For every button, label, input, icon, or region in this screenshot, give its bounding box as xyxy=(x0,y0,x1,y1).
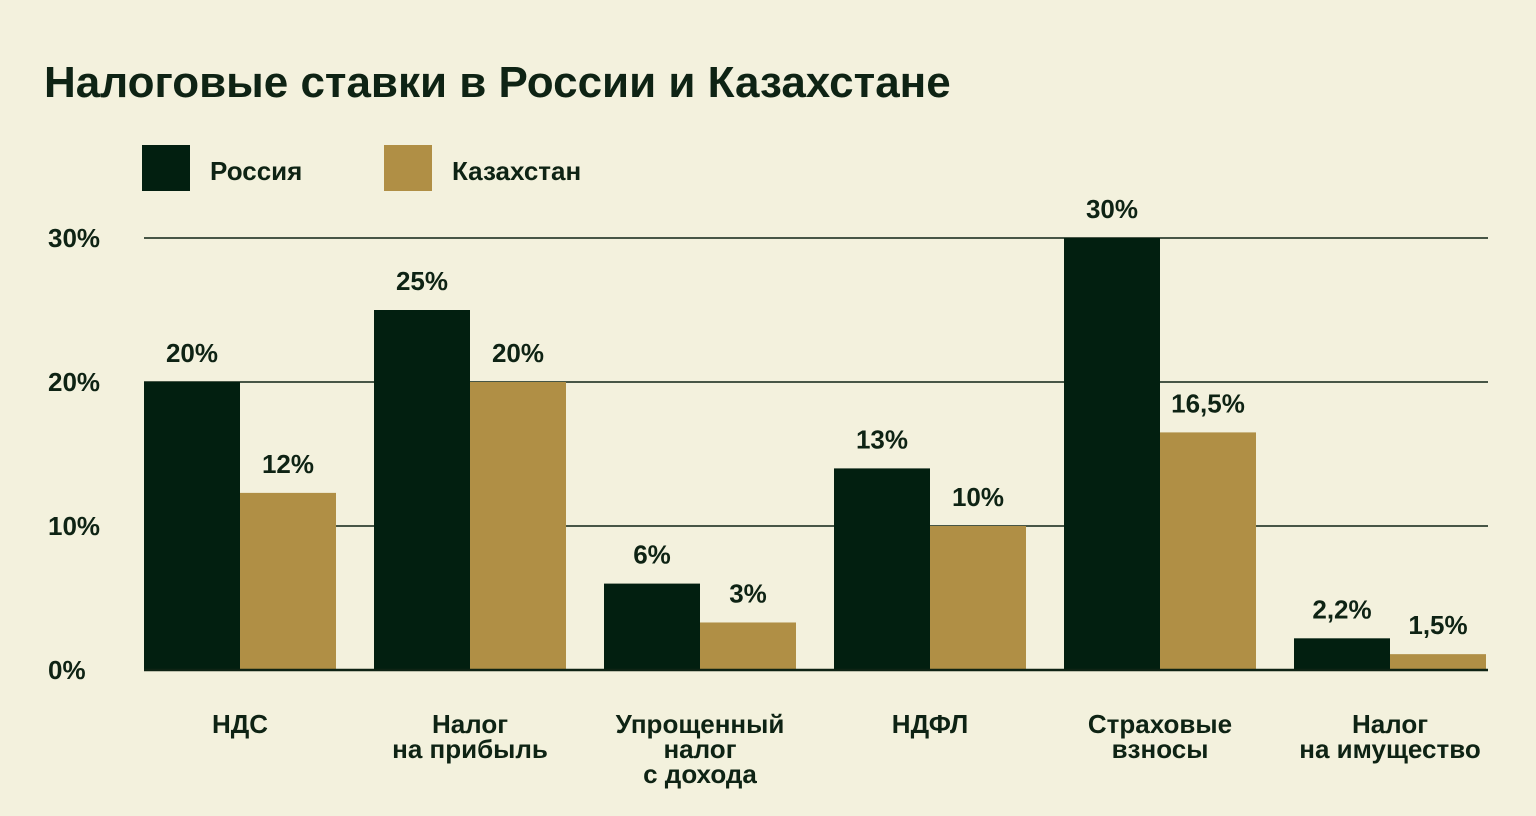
chart-title: Налоговые ставки в России и Казахстане xyxy=(44,58,951,107)
bar-value-label: 20% xyxy=(166,338,218,368)
bar xyxy=(1390,654,1486,670)
bars xyxy=(144,238,1488,672)
bar xyxy=(240,492,336,670)
bar xyxy=(1064,238,1160,670)
bar-value-label: 1,5% xyxy=(1408,610,1467,640)
x-category-label: Упрощенный налог с дохода xyxy=(616,709,785,789)
data-labels: 20% 12% 25% 20% 6% 3% 13% 10% 30% 16,5% 2,2% 1,5% xyxy=(166,194,1468,640)
bar xyxy=(144,382,240,670)
x-category-label: НДС xyxy=(212,709,268,739)
bar xyxy=(700,622,796,670)
x-category-label: Налог на имущество xyxy=(1299,709,1481,764)
legend-label-kazakhstan: Казахстан xyxy=(452,156,581,186)
bar-value-label: 2,2% xyxy=(1312,594,1371,624)
legend-label-russia: Россия xyxy=(210,156,302,186)
bar-value-label: 20% xyxy=(492,338,544,368)
bar-value-label: 16,5% xyxy=(1171,388,1245,418)
x-category-label: Страховые взносы xyxy=(1088,709,1232,764)
y-tick-label: 10% xyxy=(48,511,100,541)
bar xyxy=(1160,432,1256,670)
legend-swatch-russia xyxy=(142,145,190,191)
y-tick-label: 0% xyxy=(48,655,86,685)
legend: Россия Казахстан xyxy=(142,145,581,191)
bar-value-label: 13% xyxy=(856,424,908,454)
bar xyxy=(374,310,470,670)
y-tick-label: 20% xyxy=(48,367,100,397)
bar-value-label: 3% xyxy=(729,578,767,608)
y-tick-label: 30% xyxy=(48,223,100,253)
bar-value-label: 25% xyxy=(396,266,448,296)
x-axis-labels: НДС Налог на прибыль Упрощенный налог с доход… xyxy=(212,709,1481,789)
bar xyxy=(930,526,1026,670)
x-category-label: НДФЛ xyxy=(892,709,968,739)
bar-value-label: 10% xyxy=(952,482,1004,512)
bar xyxy=(470,382,566,670)
x-category-label: Налог на прибыль xyxy=(392,709,548,764)
bar xyxy=(834,468,930,670)
bar-value-label: 30% xyxy=(1086,194,1138,224)
bar xyxy=(1294,638,1390,670)
legend-swatch-kazakhstan xyxy=(384,145,432,191)
y-axis-grid: 0% 10% 20% 30% xyxy=(48,223,1488,685)
bar-value-label: 6% xyxy=(633,540,671,570)
bar xyxy=(604,583,700,670)
bar-value-label: 12% xyxy=(262,449,314,479)
